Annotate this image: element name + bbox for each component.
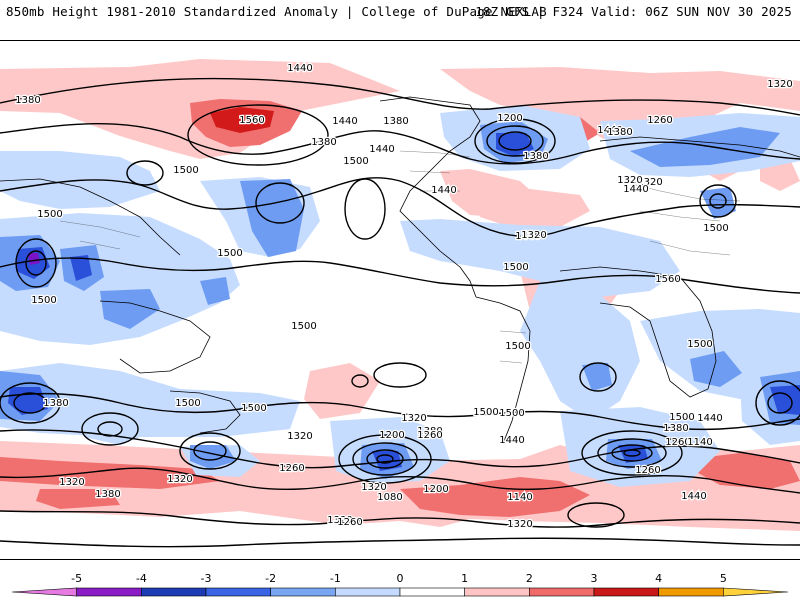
coastlines (0, 96, 800, 442)
contour-label: 1320 (327, 515, 352, 526)
contour-label: 1440 (431, 185, 456, 196)
contour-label: 1380 (15, 95, 40, 106)
contour-label: 1500 (499, 408, 524, 419)
contour-label: 1380 (417, 426, 442, 437)
colorbar-tick-label: -3 (201, 572, 212, 585)
contour-label: 1440 (332, 116, 357, 127)
contour-label: 1080 (377, 492, 402, 503)
colorbar-tick-label: 1 (461, 572, 468, 585)
contour-label: 1260 (647, 115, 672, 126)
contour-label: 1560 (655, 274, 680, 285)
contour-label: 1500 (473, 407, 498, 418)
colorbar-segment (11, 587, 77, 597)
contour-label: 1380 (95, 489, 120, 500)
colorbar-segment (399, 587, 465, 597)
contour-label: 1140 (687, 437, 712, 448)
contour-label: 1380 (383, 116, 408, 127)
contour-label: 1440 (499, 435, 524, 446)
contour-label: 1500 (703, 223, 728, 234)
contour-label: 1320 (401, 413, 426, 424)
colorbar-segment (335, 587, 401, 597)
contour-label: 1260 (635, 465, 660, 476)
contour-label: 1500 (217, 248, 242, 259)
colorbar-segment (593, 587, 659, 597)
map-panel: 1440 1380 1320 1560 1440 1380 1440 1500 1500 1440… (0, 40, 800, 560)
contour-label: 1380 (311, 137, 336, 148)
contour-label: 1320 (287, 431, 312, 442)
colorbar-segment (658, 587, 724, 597)
contour-label: 1440 (623, 184, 648, 195)
contour-label: 1260 (665, 437, 690, 448)
closed-highs (187, 104, 427, 388)
contour-label: 1440 (369, 144, 394, 155)
contour-label: 1380 (43, 398, 68, 409)
colorbar-tick-label: -5 (71, 572, 82, 585)
colorbar-segment (141, 587, 207, 597)
contour-label: 1500 (173, 165, 198, 176)
contour-label: 1320 (521, 230, 546, 241)
contour-label: 1200 (379, 430, 404, 441)
contour-label: 1560 (239, 115, 264, 126)
colorbar-tick-label: 5 (720, 572, 727, 585)
contour-label: 1320 (59, 477, 84, 488)
contour-label: 1320 (167, 474, 192, 485)
contour-label: 1140 (507, 492, 532, 503)
contour-label: 1260 (337, 517, 362, 528)
contour-label: 1320 (617, 175, 642, 186)
colorbar-segment (529, 587, 595, 597)
contour-label: 1500 (37, 209, 62, 220)
closed-lows (0, 118, 800, 528)
map-title: 850mb Height 1981-2010 Standardized Anom… (6, 4, 547, 19)
colorbar-tick-label: -1 (330, 572, 341, 585)
contour-label: 1200 (497, 113, 522, 124)
contour-label: 1260 (279, 463, 304, 474)
colorbar-ticks: -5 -4 -3 -2 -1 0 1 2 3 4 5 (71, 572, 727, 585)
colorbar-tick-label: 2 (526, 572, 533, 585)
contour-label: 1440 (697, 413, 722, 424)
colorbar-tick-label: 3 (591, 572, 598, 585)
contour-label: 1440 (597, 125, 622, 136)
colorbar-segment (205, 587, 271, 597)
contour-label: 1500 (505, 341, 530, 352)
country-borders (59, 150, 741, 364)
colorbar-tick-label: 0 (397, 572, 404, 585)
contour-label: 1500 (343, 156, 368, 167)
contour-label: 1440 (287, 63, 312, 74)
contour-label: 1500 (31, 295, 56, 306)
contour-label: 1320 (507, 519, 532, 530)
contour-label: 1380 (523, 151, 548, 162)
contour-label: 1500 (241, 403, 266, 414)
contour-label: 1500 (503, 262, 528, 273)
contour-label: 1260 (417, 430, 442, 441)
contour-label: 1200 (423, 484, 448, 495)
model-run-info: 18Z GFS | F324 Valid: 06Z SUN NOV 30 202… (475, 4, 792, 19)
colorbar-segments (11, 587, 789, 597)
contour-label: 1380 (663, 423, 688, 434)
contour-label: 1320 (767, 79, 792, 90)
contour-label: 1500 (687, 339, 712, 350)
contour-label: 1500 (669, 412, 694, 423)
colorbar-tick-label: -2 (265, 572, 276, 585)
contour-label: 1440 (515, 231, 540, 242)
contour-label: 1320 (361, 482, 386, 493)
contour-label: 1320 (637, 177, 662, 188)
contour-label: 1380 (607, 127, 632, 138)
colorbar-segment (270, 587, 336, 597)
colorbar-segment (464, 587, 530, 597)
colorbar-tick-label: -4 (136, 572, 147, 585)
colorbar-tick-label: 4 (655, 572, 662, 585)
contour-label: 1500 (175, 398, 200, 409)
colorbar-segment (76, 587, 142, 597)
colorbar: -5 -4 -3 -2 -1 0 1 2 3 4 5 (11, 572, 789, 597)
colorbar-segment (723, 587, 789, 597)
contour-label: 1440 (681, 491, 706, 502)
contour-label: 1500 (291, 321, 316, 332)
